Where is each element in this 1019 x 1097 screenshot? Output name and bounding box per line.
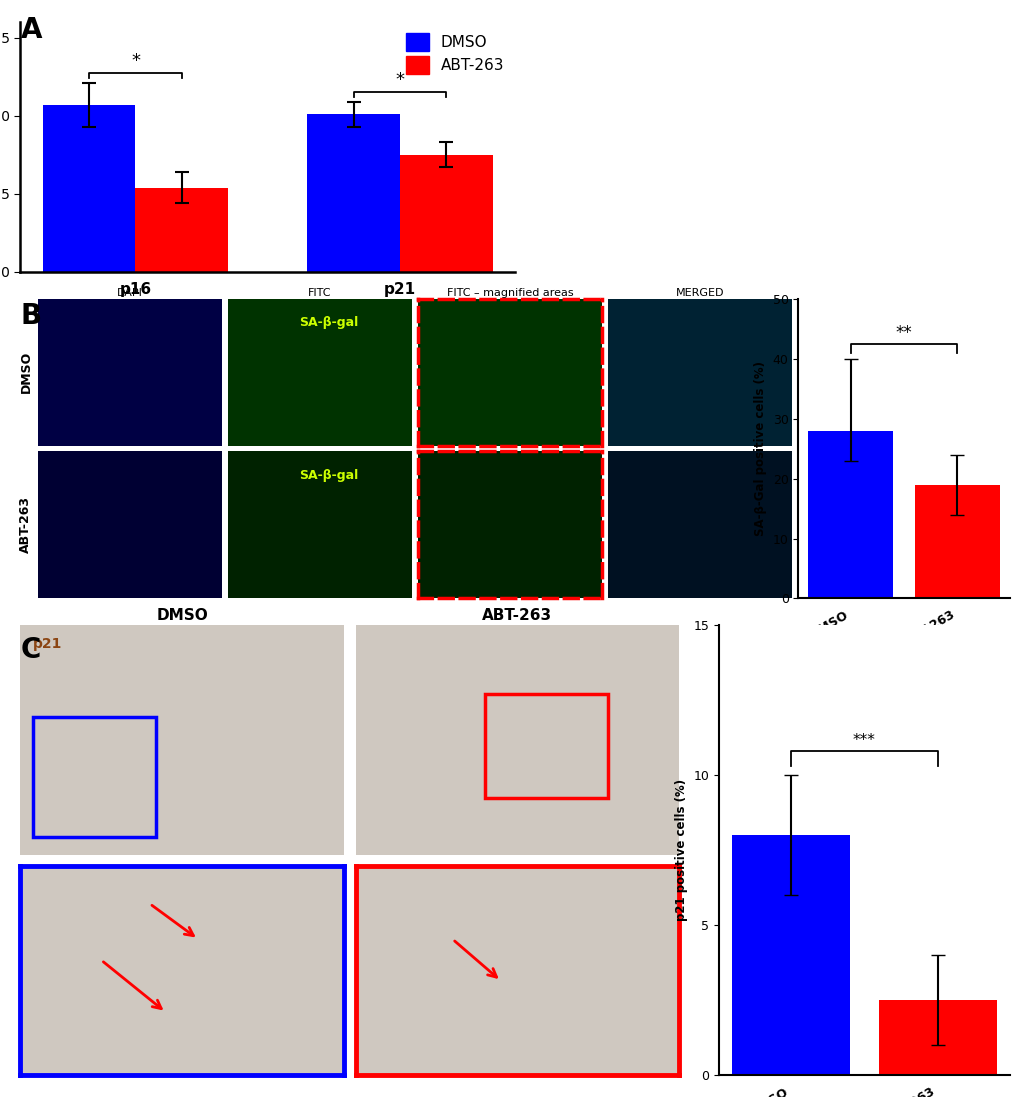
Title: MERGED: MERGED <box>676 287 723 297</box>
Text: SA-β-gal: SA-β-gal <box>300 470 359 482</box>
Bar <box>914 485 1000 599</box>
Y-axis label: p21 positive cells (%): p21 positive cells (%) <box>674 779 687 921</box>
Text: p21: p21 <box>34 636 62 651</box>
Text: *: * <box>395 71 405 89</box>
Bar <box>136 188 228 272</box>
Title: ABT-263: ABT-263 <box>482 608 551 623</box>
Bar <box>34 717 156 837</box>
Text: A: A <box>20 16 42 45</box>
Title: DMSO: DMSO <box>156 608 208 623</box>
Text: SA-β-gal: SA-β-gal <box>300 316 359 329</box>
Bar <box>307 114 399 272</box>
Bar <box>878 1000 996 1075</box>
Bar <box>807 430 893 599</box>
Bar <box>43 104 136 272</box>
Text: *: * <box>130 53 140 70</box>
Text: B: B <box>20 302 42 330</box>
Title: DAPI: DAPI <box>116 287 143 297</box>
Text: **: ** <box>895 324 912 342</box>
Legend: DMSO, ABT-263: DMSO, ABT-263 <box>403 30 507 78</box>
Bar <box>484 694 607 798</box>
Text: C: C <box>20 636 41 665</box>
Text: ABT-263: ABT-263 <box>19 497 33 554</box>
Text: ***: *** <box>852 733 875 748</box>
Y-axis label: SA-β-Gal positive cells (%): SA-β-Gal positive cells (%) <box>753 361 766 536</box>
Bar <box>732 835 849 1075</box>
Title: FITC – magnified areas: FITC – magnified areas <box>446 287 573 297</box>
Bar <box>399 155 492 272</box>
Title: FITC: FITC <box>308 287 331 297</box>
Text: DMSO: DMSO <box>19 351 33 393</box>
